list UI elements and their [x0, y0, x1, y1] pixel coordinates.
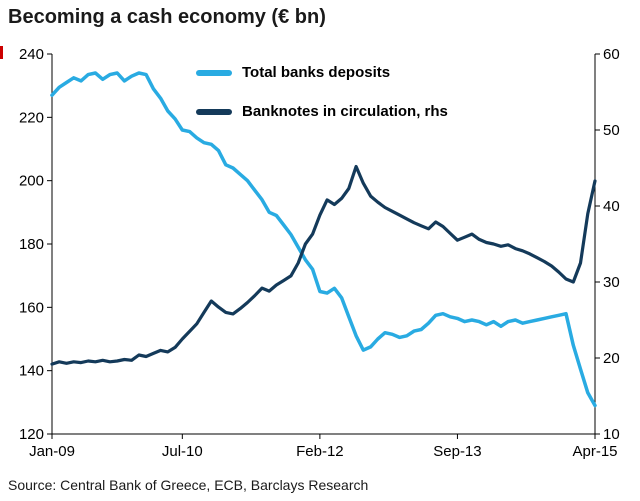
x-tick-label: Sep-13	[433, 443, 481, 460]
x-tick-label: Apr-15	[572, 443, 617, 460]
left-tick-label: 200	[19, 173, 44, 190]
legend-label-deposits: Total banks deposits	[242, 64, 391, 81]
legend-swatch-deposits	[196, 69, 232, 76]
legend-item-deposits: Total banks deposits	[196, 64, 448, 81]
deposits-line	[50, 71, 597, 408]
left-tick-label: 140	[19, 363, 44, 380]
legend-swatch-banknotes	[196, 108, 232, 115]
left-tick-label: 220	[19, 109, 44, 126]
x-tick-label: Jul-10	[162, 443, 203, 460]
x-tick-label: Feb-12	[296, 443, 344, 460]
right-tick-label: 10	[603, 426, 620, 443]
source-note: Source: Central Bank of Greece, ECB, Bar…	[8, 477, 369, 493]
right-tick-label: 60	[603, 46, 620, 63]
left-tick-label: 160	[19, 299, 44, 316]
right-tick-label: 40	[603, 198, 620, 215]
red-accent-mark	[0, 46, 3, 59]
banknotes-line	[50, 164, 597, 366]
right-tick-label: 30	[603, 274, 620, 291]
legend: Total banks deposits Banknotes in circul…	[196, 64, 448, 120]
left-tick-label: 120	[19, 426, 44, 443]
x-tick-label: Jan-09	[29, 443, 75, 460]
right-tick-label: 50	[603, 122, 620, 139]
legend-item-banknotes: Banknotes in circulation, rhs	[196, 103, 448, 120]
left-tick-label: 240	[19, 46, 44, 63]
chart-area: 120 140 160 180 200 220 240 10 20 30 40 50 60 Jan-09 J…	[0, 38, 640, 470]
left-tick-label: 180	[19, 236, 44, 253]
line-chart: 120 140 160 180 200 220 240 10 20 30 40 50 60 Jan-09 J…	[19, 46, 620, 460]
legend-label-banknotes: Banknotes in circulation, rhs	[242, 103, 448, 120]
chart-title: Becoming a cash economy (€ bn)	[8, 6, 326, 28]
right-tick-label: 20	[603, 350, 620, 367]
